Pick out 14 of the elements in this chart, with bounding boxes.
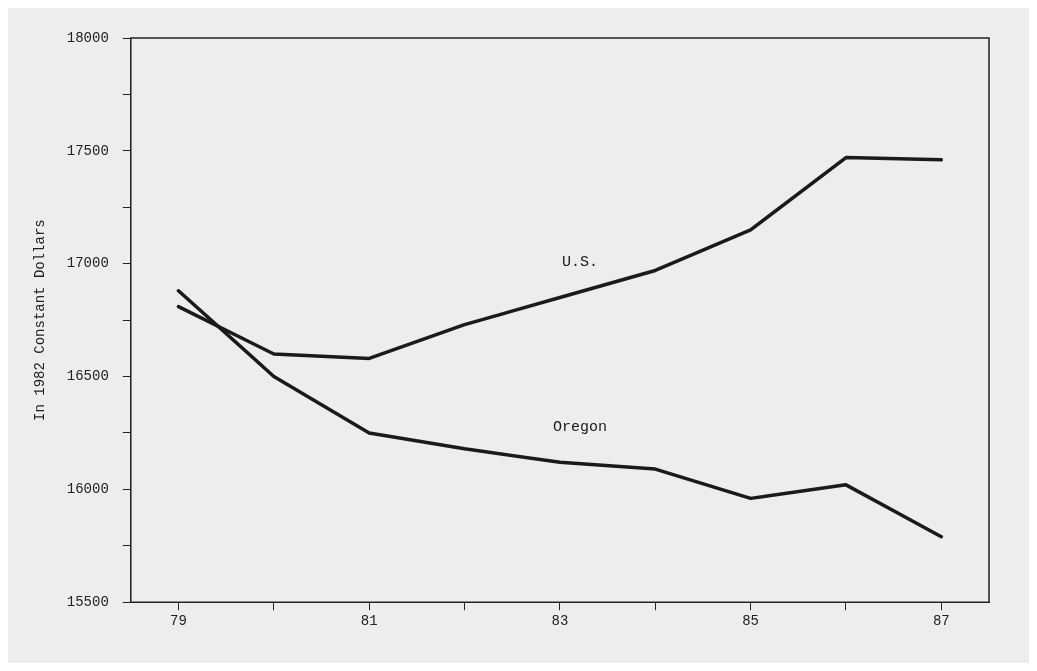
series-label: Oregon xyxy=(552,418,607,436)
y-tick-label: 16500 xyxy=(66,368,109,385)
x-tick-label: 85 xyxy=(742,613,760,630)
x-tick-label: 87 xyxy=(932,613,950,630)
x-tick-label: 79 xyxy=(170,613,187,630)
y-axis-title: In 1982 Constant Dollars xyxy=(32,219,49,421)
y-tick-label: 17500 xyxy=(66,142,109,159)
y-tick-label: 16000 xyxy=(66,481,109,498)
series-label: U.S. xyxy=(561,254,598,271)
y-tick-label: 17000 xyxy=(66,255,109,272)
x-tick-label: 81 xyxy=(360,613,378,630)
x-tick-label: 83 xyxy=(551,613,569,630)
y-tick-label: 18000 xyxy=(66,29,109,46)
y-tick-label: 15500 xyxy=(66,593,109,610)
